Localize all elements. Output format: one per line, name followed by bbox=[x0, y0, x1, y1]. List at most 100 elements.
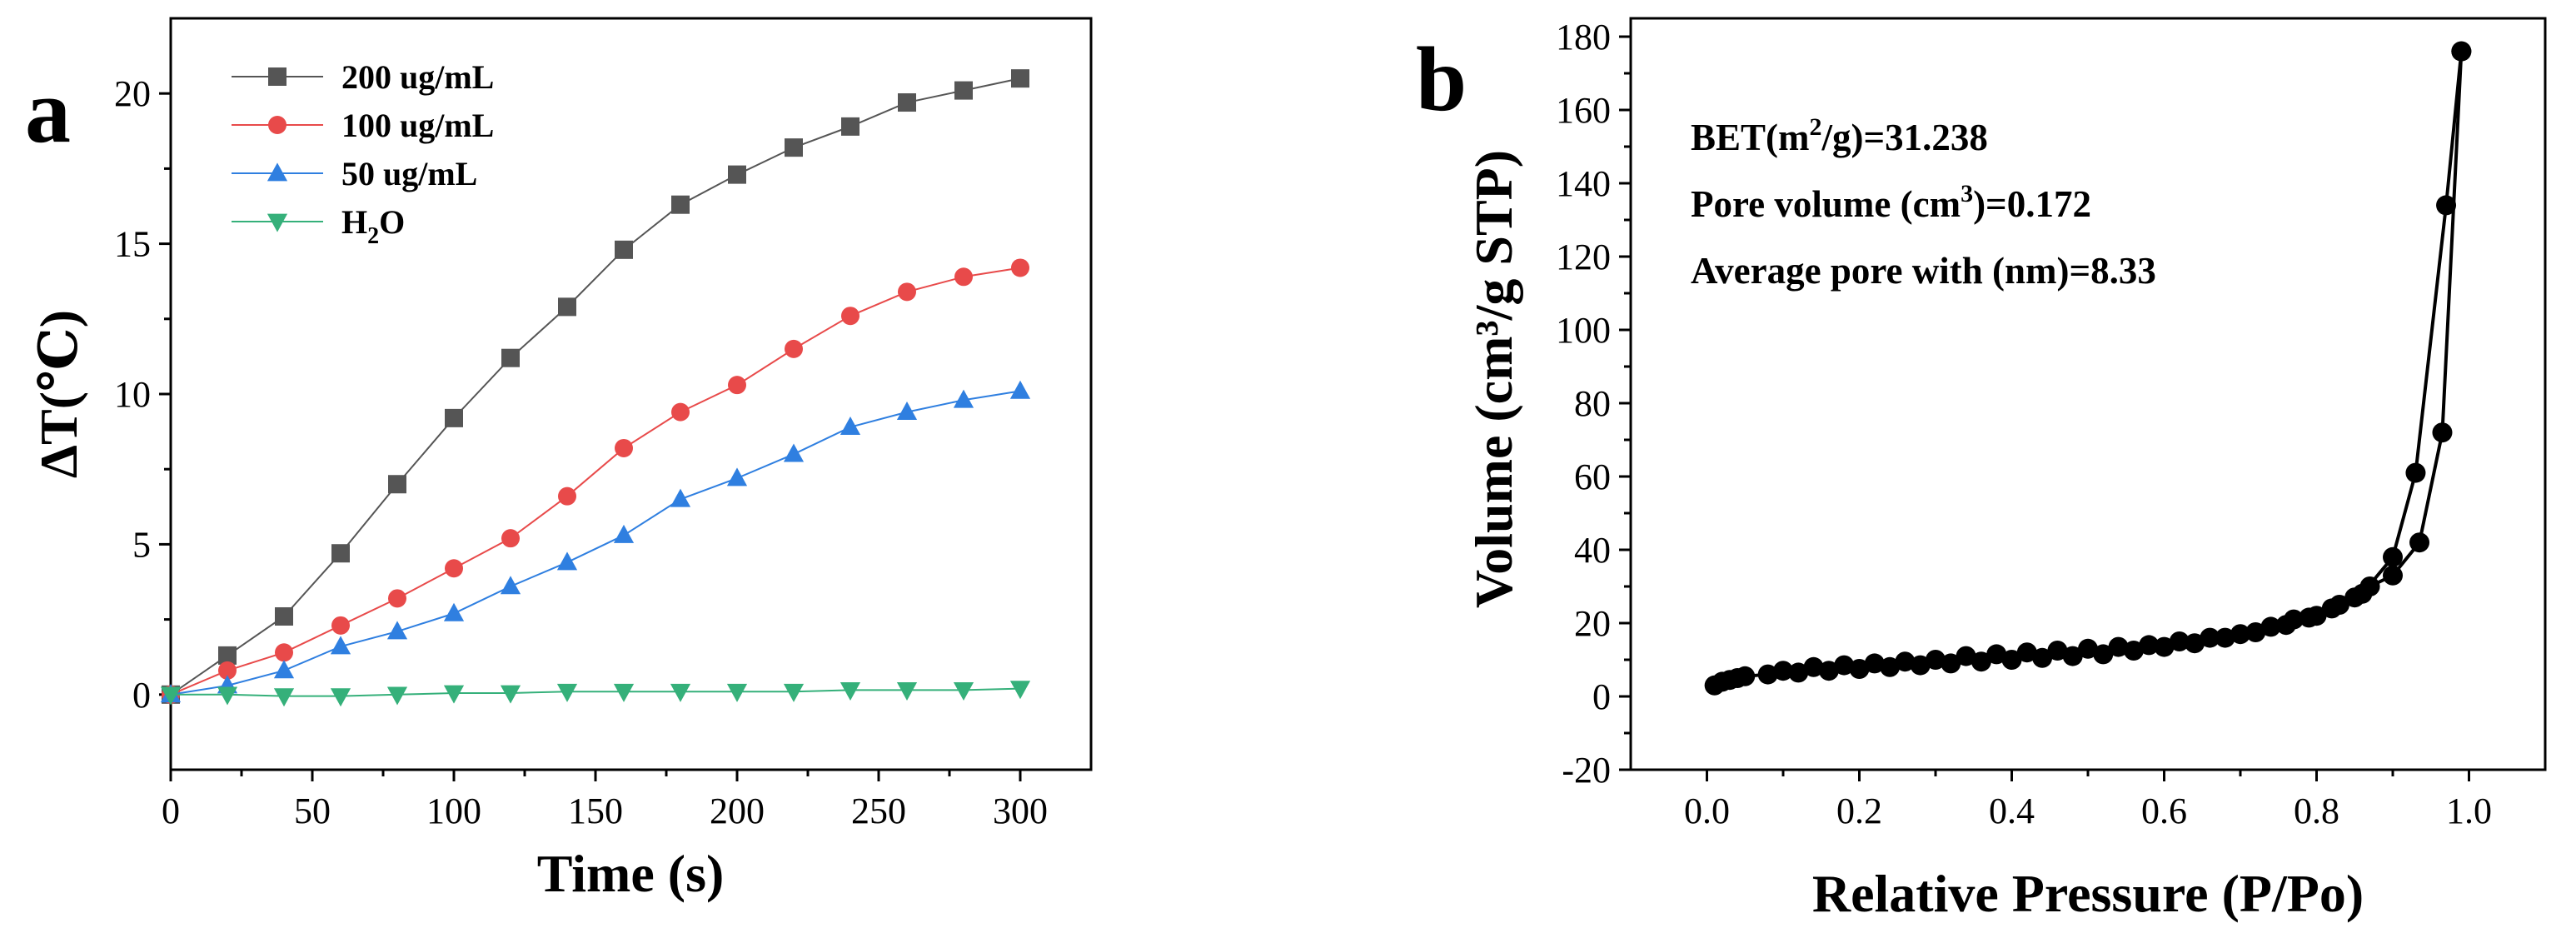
data-point-200-ug-ml bbox=[671, 195, 690, 214]
data-point-h2o bbox=[896, 682, 918, 701]
data-point-adsorption bbox=[2383, 565, 2403, 586]
panel-a-x-tick-label: 150 bbox=[568, 791, 623, 831]
data-point-50-ug-ml bbox=[500, 576, 521, 595]
data-point-100-ug-ml bbox=[558, 486, 576, 506]
panel-a-label: a bbox=[25, 60, 71, 162]
data-point-50-ug-ml bbox=[670, 488, 691, 507]
annotation-superscript: 3 bbox=[1961, 180, 1973, 207]
data-point-desorption bbox=[2047, 641, 2068, 661]
data-point-h2o bbox=[670, 683, 691, 702]
annotation-text: Average pore with (nm)=8.33 bbox=[1691, 250, 2156, 292]
data-point-200-ug-ml bbox=[501, 348, 520, 367]
data-point-desorption bbox=[2329, 595, 2349, 615]
data-point-desorption bbox=[1986, 644, 2007, 665]
annotation-superscript: 2 bbox=[1810, 113, 1822, 141]
panel-b-x-tick-label: 0.6 bbox=[2141, 791, 2187, 831]
data-point-h2o bbox=[726, 683, 748, 702]
data-point-200-ug-ml bbox=[388, 475, 406, 494]
annotation-line-1: BET(m2/g)=31.238 bbox=[1691, 113, 1988, 158]
data-point-adsorption bbox=[1735, 666, 1756, 686]
panel-b-y-tick-label: 80 bbox=[1574, 383, 1611, 424]
panel-b-x-tick-label: 0.0 bbox=[1684, 791, 1730, 831]
data-point-100-ug-ml bbox=[218, 661, 237, 680]
series-line-100-ug-ml bbox=[170, 267, 1021, 696]
data-point-200-ug-ml bbox=[331, 544, 350, 563]
panel-b-x-tick-label: 0.4 bbox=[1989, 791, 2035, 831]
panel-b-axis-ticks: 0.0 0.2 0.4 0.6 0.8 1.0 -20 0 20 40 60 80 100 120 140 1… bbox=[1556, 17, 2492, 831]
panel-b-y-tick-label: -20 bbox=[1562, 750, 1611, 791]
panel-b-y-axis-title: Volume (cm³/g STP) bbox=[1464, 150, 1523, 608]
legend-marker-100-ug-ml bbox=[268, 116, 286, 134]
data-point-100-ug-ml bbox=[841, 307, 859, 326]
data-point-desorption bbox=[2200, 627, 2220, 648]
annotation-text: Pore volume (cm bbox=[1691, 183, 1961, 225]
legend-marker-200-ug-ml bbox=[268, 67, 286, 86]
data-point-desorption bbox=[2405, 462, 2426, 483]
data-point-100-ug-ml bbox=[331, 616, 350, 635]
data-point-100-ug-ml bbox=[275, 643, 293, 662]
data-point-50-ug-ml bbox=[613, 524, 635, 543]
data-point-desorption bbox=[2436, 195, 2457, 216]
data-point-50-ug-ml bbox=[273, 660, 295, 679]
data-point-h2o bbox=[273, 688, 295, 707]
legend-marker-50-ug-ml bbox=[267, 162, 288, 182]
panel-a-plot-frame bbox=[169, 17, 1093, 771]
data-point-h2o bbox=[953, 682, 974, 701]
data-point-200-ug-ml bbox=[954, 81, 973, 100]
data-point-50-ug-ml bbox=[443, 602, 465, 621]
data-point-h2o bbox=[840, 682, 861, 701]
data-point-desorption bbox=[2230, 624, 2250, 645]
data-point-desorption bbox=[1956, 646, 1976, 666]
panel-b-x-tick-label: 0.2 bbox=[1836, 791, 1882, 831]
panel-b-y-tick-label: 180 bbox=[1556, 17, 1611, 57]
panel-b-y-tick-label: 160 bbox=[1556, 90, 1611, 131]
panel-b-y-tick-label: 0 bbox=[1592, 676, 1611, 717]
data-point-adsorption bbox=[1757, 664, 1778, 685]
data-point-desorption bbox=[2451, 41, 2472, 62]
data-point-100-ug-ml bbox=[898, 282, 916, 302]
data-point-desorption bbox=[2108, 636, 2129, 657]
data-point-100-ug-ml bbox=[388, 589, 406, 608]
panel-a-y-tick-label: 10 bbox=[114, 374, 151, 415]
panel-a-y-tick-label: 20 bbox=[114, 73, 151, 114]
data-point-200-ug-ml bbox=[218, 646, 237, 665]
data-point-100-ug-ml bbox=[728, 376, 746, 395]
legend-label-subscript: 2 bbox=[367, 223, 379, 249]
data-point-h2o bbox=[613, 683, 635, 702]
data-point-desorption bbox=[2016, 642, 2037, 663]
data-point-desorption bbox=[1773, 661, 1793, 681]
legend-marker-h2o bbox=[267, 213, 288, 232]
panel-a-x-tick-label: 50 bbox=[294, 791, 331, 831]
data-point-h2o bbox=[1009, 681, 1031, 700]
panel-b-series bbox=[1704, 41, 2472, 696]
data-point-desorption bbox=[2383, 546, 2403, 567]
legend-label-50-ug-ml: 50 ug/mL bbox=[341, 155, 477, 192]
data-point-200-ug-ml bbox=[785, 138, 803, 157]
panel-a-chart: a Time (s) ΔT(℃) 0 50 100 150 200 250 300 0 5 10 1… bbox=[25, 17, 1093, 903]
panel-b-x-axis-title: Relative Pressure (P/Po) bbox=[1812, 864, 2364, 923]
panel-a-x-tick-label: 250 bbox=[851, 791, 906, 831]
panel-b-x-tick-label: 1.0 bbox=[2446, 791, 2492, 831]
panel-b-y-tick-label: 120 bbox=[1556, 237, 1611, 277]
data-point-200-ug-ml bbox=[1011, 69, 1029, 88]
data-point-adsorption bbox=[2409, 532, 2430, 553]
data-point-50-ug-ml bbox=[330, 636, 351, 655]
data-point-desorption bbox=[2284, 609, 2304, 630]
panel-a-y-tick-label: 15 bbox=[114, 224, 151, 265]
data-point-h2o bbox=[556, 683, 578, 702]
series-line-200-ug-ml bbox=[170, 77, 1021, 696]
data-point-h2o bbox=[783, 683, 805, 702]
panel-b-x-tick-label: 0.8 bbox=[2294, 791, 2339, 831]
data-point-100-ug-ml bbox=[445, 559, 463, 578]
data-point-200-ug-ml bbox=[445, 408, 463, 427]
data-point-desorption bbox=[1864, 653, 1885, 674]
annotation-line-2: Pore volume (cm3)=0.172 bbox=[1691, 180, 2091, 225]
data-point-200-ug-ml bbox=[898, 93, 916, 112]
panel-a-y-tick-label: 0 bbox=[132, 675, 151, 716]
data-point-desorption bbox=[2306, 606, 2327, 626]
series-line-h2o bbox=[171, 687, 1021, 697]
panel-a-x-tick-label: 300 bbox=[993, 791, 1048, 831]
data-point-adsorption bbox=[2245, 622, 2266, 642]
panel-b-annotations: BET(m2/g)=31.238 Pore volume (cm3)=0.172 A… bbox=[1691, 113, 2156, 292]
data-point-50-ug-ml bbox=[1009, 380, 1031, 399]
